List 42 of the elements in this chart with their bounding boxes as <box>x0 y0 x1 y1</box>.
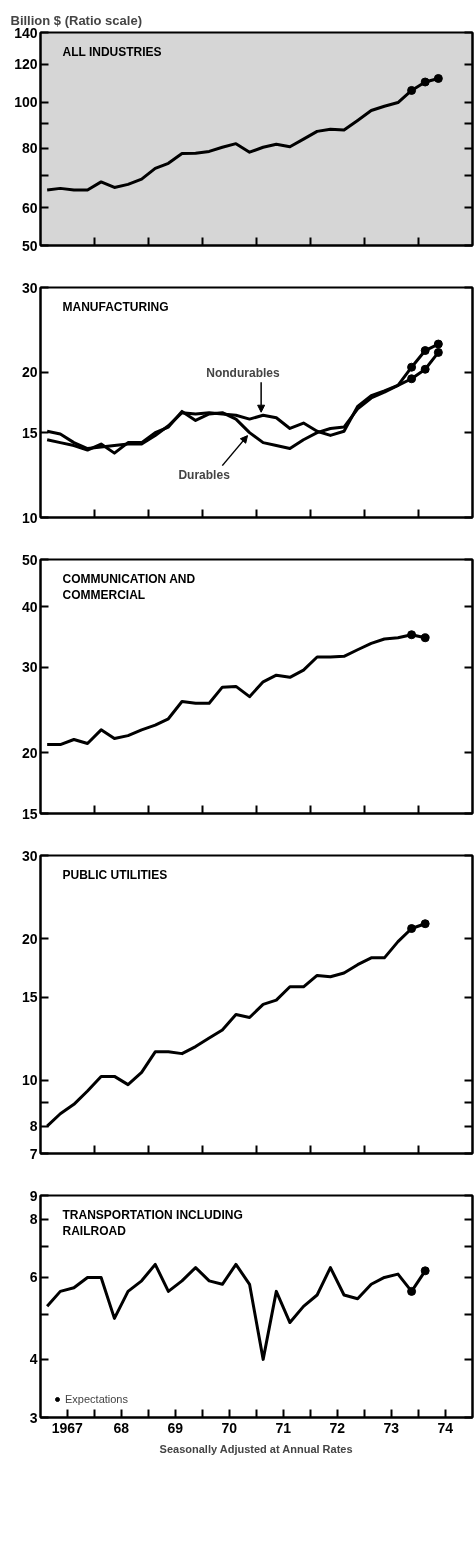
y-tick-label: 10 <box>21 1072 38 1089</box>
text: MANUFACTURING <box>62 299 169 314</box>
y-tick-label: 20 <box>21 744 38 761</box>
y-tick-label: 8 <box>29 1118 38 1135</box>
y-tick-label: 50 <box>21 551 38 568</box>
y-tick-label: 30 <box>21 847 38 864</box>
y-tick-label: 15 <box>21 424 38 441</box>
y-tick-label: 4 <box>29 1351 38 1368</box>
text: Seasonally Adjusted at Annual Rates <box>159 1442 353 1455</box>
x-tick-label: 71 <box>275 1419 292 1436</box>
y-tick-label: 20 <box>21 930 38 947</box>
y-tick-label: 100 <box>14 94 38 111</box>
y-tick-label: 10 <box>21 509 38 526</box>
y-tick-label: 15 <box>21 989 38 1006</box>
y-tick-label: 7 <box>29 1145 38 1162</box>
x-tick-label: 72 <box>329 1419 346 1436</box>
x-tick-label: 1967 <box>51 1419 84 1436</box>
y-tick-label: 30 <box>21 659 38 676</box>
x-tick-label: 74 <box>437 1419 454 1436</box>
text: TRANSPORTATION INCLUDING RAILROAD <box>62 1207 243 1239</box>
x-tick-label: 70 <box>221 1419 238 1436</box>
x-tick-label: 73 <box>383 1419 400 1436</box>
annotation: Nondurables <box>206 366 280 381</box>
y-tick-label: 15 <box>21 805 38 822</box>
y-tick-label: 6 <box>29 1269 38 1286</box>
text: COMMUNICATION AND COMMERCIAL <box>62 571 196 603</box>
y-tick-label: 60 <box>21 199 38 216</box>
y-tick-label: 80 <box>21 140 38 157</box>
y-tick-label: 3 <box>29 1409 38 1426</box>
y-tick-label: 40 <box>21 598 38 615</box>
y-tick-label: 8 <box>29 1211 38 1228</box>
text: PUBLIC UTILITIES <box>62 867 168 882</box>
text: ALL INDUSTRIES <box>62 44 162 59</box>
y-tick-label: 50 <box>21 237 38 254</box>
y-tick-label: 30 <box>21 279 38 296</box>
y-tick-label: 9 <box>29 1187 38 1204</box>
annotation: Durables <box>178 467 231 482</box>
x-tick-label: 68 <box>113 1419 130 1436</box>
x-tick-label: 69 <box>167 1419 184 1436</box>
y-tick-label: 120 <box>14 56 38 73</box>
legend-label: Expectations <box>65 1393 128 1405</box>
y-tick-label: 20 <box>21 364 38 381</box>
